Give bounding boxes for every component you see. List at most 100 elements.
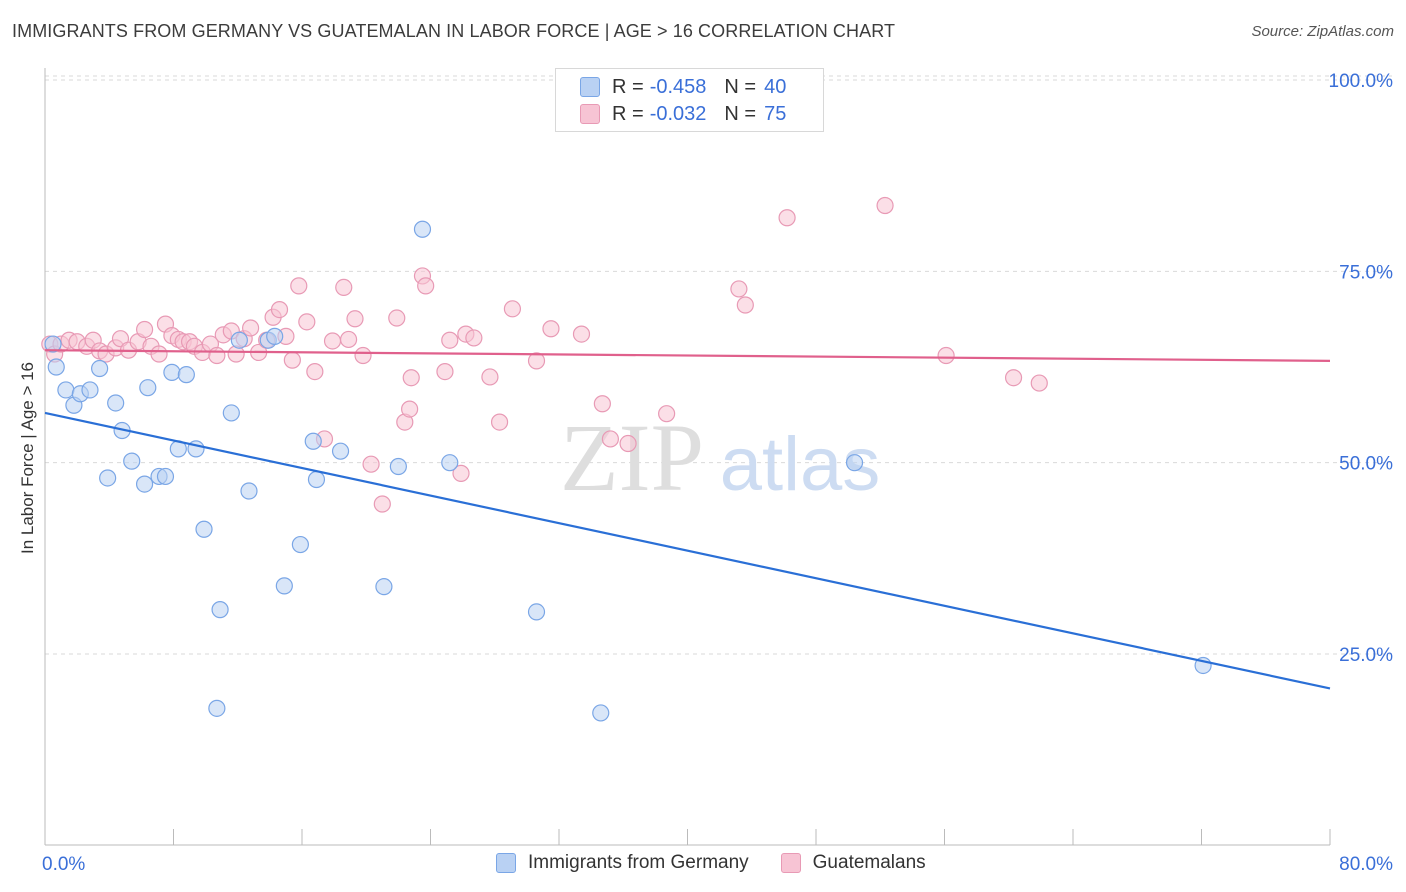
guatemalan-point xyxy=(283,351,301,369)
correlation-legend: R = -0.458 N = 40 R = -0.032 N = 75 xyxy=(555,68,824,132)
germany-point xyxy=(47,358,65,376)
guatemalan-point xyxy=(619,434,637,453)
legend-swatch-pink xyxy=(580,104,600,124)
guatemalans-trend-line xyxy=(44,349,1331,362)
legend-r-label: R = xyxy=(612,75,644,98)
germany-point xyxy=(211,601,229,619)
guatemalan-point xyxy=(346,310,364,328)
legend-swatch-blue xyxy=(580,77,600,97)
guatemalan-point xyxy=(736,296,754,314)
germany-point xyxy=(275,577,293,595)
guatemalan-point xyxy=(339,330,358,349)
guatemalan-point xyxy=(306,362,324,381)
legend-n-label: N = xyxy=(724,102,757,125)
guatemalan-point xyxy=(593,395,611,413)
y-axis-label: In Labor Force | Age > 16 xyxy=(18,361,37,555)
germany-point xyxy=(177,366,195,384)
guatemalan-point xyxy=(270,301,289,319)
germany-point xyxy=(139,379,157,397)
guatemalan-point xyxy=(150,345,168,363)
guatemalans-points xyxy=(41,196,1048,513)
tick-labels: 25.0% 50.0% 75.0% 100.0% 0.0% 80.0% xyxy=(42,71,1393,875)
germany-points xyxy=(44,220,1212,722)
guatemalan-point xyxy=(135,320,154,339)
guatemalan-point xyxy=(373,495,391,513)
guatemalan-point xyxy=(354,346,372,365)
guatemalan-point xyxy=(730,280,748,298)
guatemalan-point xyxy=(362,455,380,473)
y-tick-label: 50.0% xyxy=(1339,454,1393,475)
germany-point xyxy=(44,335,62,353)
guatemalan-point xyxy=(242,319,260,337)
series-legend: Immigrants from Germany Guatemalans xyxy=(496,852,958,874)
y-tick-label: 25.0% xyxy=(1339,645,1393,666)
germany-point xyxy=(91,359,109,378)
guatemalan-point xyxy=(1030,374,1048,392)
legend-row-guatemalans: R = -0.032 N = 75 xyxy=(580,101,786,127)
y-tick-label: 75.0% xyxy=(1339,262,1393,283)
series-label-guatemalans: Guatemalans xyxy=(812,852,926,873)
germany-point xyxy=(331,442,350,460)
germany-point xyxy=(135,475,154,493)
series-legend-guatemalans[interactable]: Guatemalans xyxy=(780,852,926,874)
guatemalan-point xyxy=(417,277,435,295)
germany-point xyxy=(592,704,610,722)
guatemalan-point xyxy=(436,362,454,381)
guatemalan-point xyxy=(481,368,499,386)
legend-n-label: N = xyxy=(724,75,757,98)
guatemalan-point xyxy=(388,309,406,327)
germany-point xyxy=(413,220,432,238)
germany-point xyxy=(208,699,226,717)
grid-lines xyxy=(45,75,1392,655)
guatemalan-point xyxy=(1004,369,1023,387)
legend-r-value: -0.458 xyxy=(649,75,707,98)
germany-point xyxy=(527,603,546,621)
germany-trend-line xyxy=(44,411,1331,690)
guatemalan-point xyxy=(876,196,894,215)
x-tick-label-min: 0.0% xyxy=(42,854,85,875)
guatemalan-point xyxy=(452,464,470,482)
series-swatch-blue xyxy=(496,853,516,873)
guatemalan-point xyxy=(298,313,316,331)
germany-point xyxy=(107,394,125,412)
guatemalan-point xyxy=(527,352,546,370)
guatemalan-point xyxy=(503,300,522,318)
guatemalan-point xyxy=(441,331,459,349)
series-legend-germany[interactable]: Immigrants from Germany xyxy=(496,852,749,874)
guatemalan-point xyxy=(601,430,620,448)
germany-point xyxy=(389,457,407,476)
series-label-germany: Immigrants from Germany xyxy=(528,852,749,873)
legend-n-value: 75 xyxy=(764,102,787,125)
guatemalan-point xyxy=(542,320,560,338)
legend-n-value: 40 xyxy=(764,75,787,98)
axes xyxy=(44,68,1331,846)
guatemalan-point xyxy=(208,346,226,365)
germany-point xyxy=(266,327,284,345)
germany-point xyxy=(222,404,240,422)
guatemalan-point xyxy=(401,400,419,418)
legend-row-germany: R = -0.458 N = 40 xyxy=(580,74,786,100)
germany-point xyxy=(307,470,326,489)
series-swatch-pink xyxy=(780,853,801,873)
guatemalan-point xyxy=(402,369,420,387)
germany-point xyxy=(375,578,393,596)
watermark-zip: ZIP xyxy=(560,404,704,511)
guatemalan-point xyxy=(465,329,483,347)
germany-point xyxy=(163,363,181,381)
germany-point xyxy=(230,331,248,349)
source-attribution: Source: ZipAtlas.com xyxy=(1251,23,1394,40)
germany-point xyxy=(240,482,258,500)
guatemalan-point xyxy=(572,325,591,343)
x-tick-label-max: 80.0% xyxy=(1339,854,1393,875)
guatemalan-point xyxy=(937,346,955,365)
germany-point xyxy=(156,467,175,486)
germany-point xyxy=(441,454,459,472)
germany-point xyxy=(81,381,99,399)
germany-point xyxy=(123,452,141,470)
germany-point xyxy=(57,381,75,399)
legend-r-label: R = xyxy=(612,102,644,125)
germany-point xyxy=(304,432,322,450)
chart-title: IMMIGRANTS FROM GERMANY VS GUATEMALAN IN… xyxy=(12,21,896,41)
guatemalan-point xyxy=(335,278,353,297)
